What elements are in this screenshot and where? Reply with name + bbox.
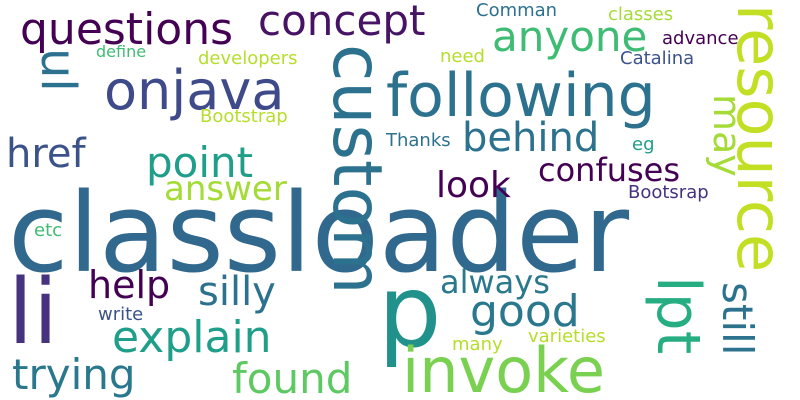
word-developers: developers — [198, 48, 298, 69]
word-write: write — [98, 304, 144, 325]
word-define: define — [96, 42, 147, 61]
word-href: href — [6, 131, 86, 177]
word-eg: eg — [632, 134, 655, 155]
word-found: found — [232, 354, 353, 400]
word-following: following — [386, 61, 656, 131]
word-etc: etc — [34, 220, 63, 241]
word-onjava: onjava — [104, 59, 285, 122]
word-explain: explain — [112, 312, 272, 363]
word-thanks: Thanks — [386, 130, 451, 151]
word-confuses: confuses — [538, 151, 681, 189]
word-look: look — [436, 165, 511, 206]
word-anyone: anyone — [492, 12, 648, 61]
word-comman: Comman — [476, 0, 558, 21]
word-always: always — [440, 263, 550, 301]
word-trying: trying — [12, 350, 136, 399]
word-still: still — [713, 282, 762, 356]
word-classes: classes — [608, 4, 674, 25]
word-custom: custom — [317, 44, 396, 295]
word-li: li — [8, 260, 59, 365]
word-silly: silly — [198, 269, 276, 315]
word-help: help — [88, 263, 171, 307]
word-ul: ul — [30, 48, 86, 92]
word-questions: questions — [20, 4, 234, 55]
word-lpt: lpt — [643, 276, 713, 355]
word-answer: answer — [164, 169, 287, 209]
word-catalina: Catalina — [620, 48, 695, 69]
word-bootsrap: Bootsrap — [628, 182, 709, 203]
word-may: may — [705, 94, 749, 177]
word-good: good — [470, 286, 580, 337]
word-behind: behind — [462, 115, 600, 161]
word-varieties: varieties — [528, 326, 606, 347]
word-resource: resource — [723, 4, 796, 273]
word-concept: concept — [258, 0, 426, 45]
word-need: need — [440, 46, 485, 67]
word-classloader: classloader — [8, 169, 630, 297]
word-bootstrap: Bootstrap — [200, 106, 288, 127]
word-invoke: invoke — [402, 334, 605, 400]
word-p: p — [378, 253, 442, 370]
word-many: many — [452, 334, 503, 355]
word-advance: advance — [662, 28, 739, 49]
word-point: point — [146, 138, 254, 187]
